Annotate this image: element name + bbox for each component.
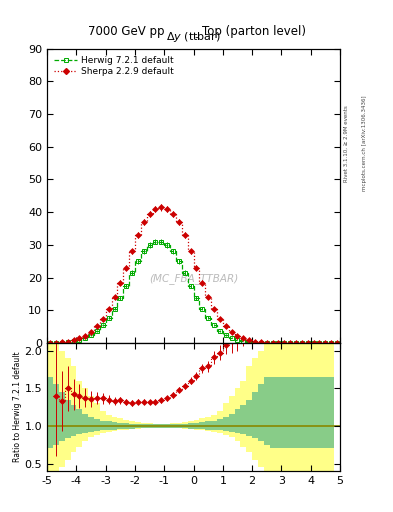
Text: mcplots.cern.ch [arXiv:1306.3436]: mcplots.cern.ch [arXiv:1306.3436]: [362, 96, 367, 191]
Text: Rivet 3.1.10, ≥ 2.9M events: Rivet 3.1.10, ≥ 2.9M events: [344, 105, 349, 182]
Text: 7000 GeV pp          Top (parton level): 7000 GeV pp Top (parton level): [88, 26, 305, 38]
Text: $\Delta y$ (tt$\bar{}$bar): $\Delta y$ (tt$\bar{}$bar): [166, 30, 221, 44]
Legend: Herwig 7.2.1 default, Sherpa 2.2.9 default: Herwig 7.2.1 default, Sherpa 2.2.9 defau…: [51, 53, 176, 78]
Y-axis label: Ratio to Herwig 7.2.1 default: Ratio to Herwig 7.2.1 default: [13, 352, 22, 462]
Text: (MC_FBA_TTBAR): (MC_FBA_TTBAR): [149, 273, 238, 284]
